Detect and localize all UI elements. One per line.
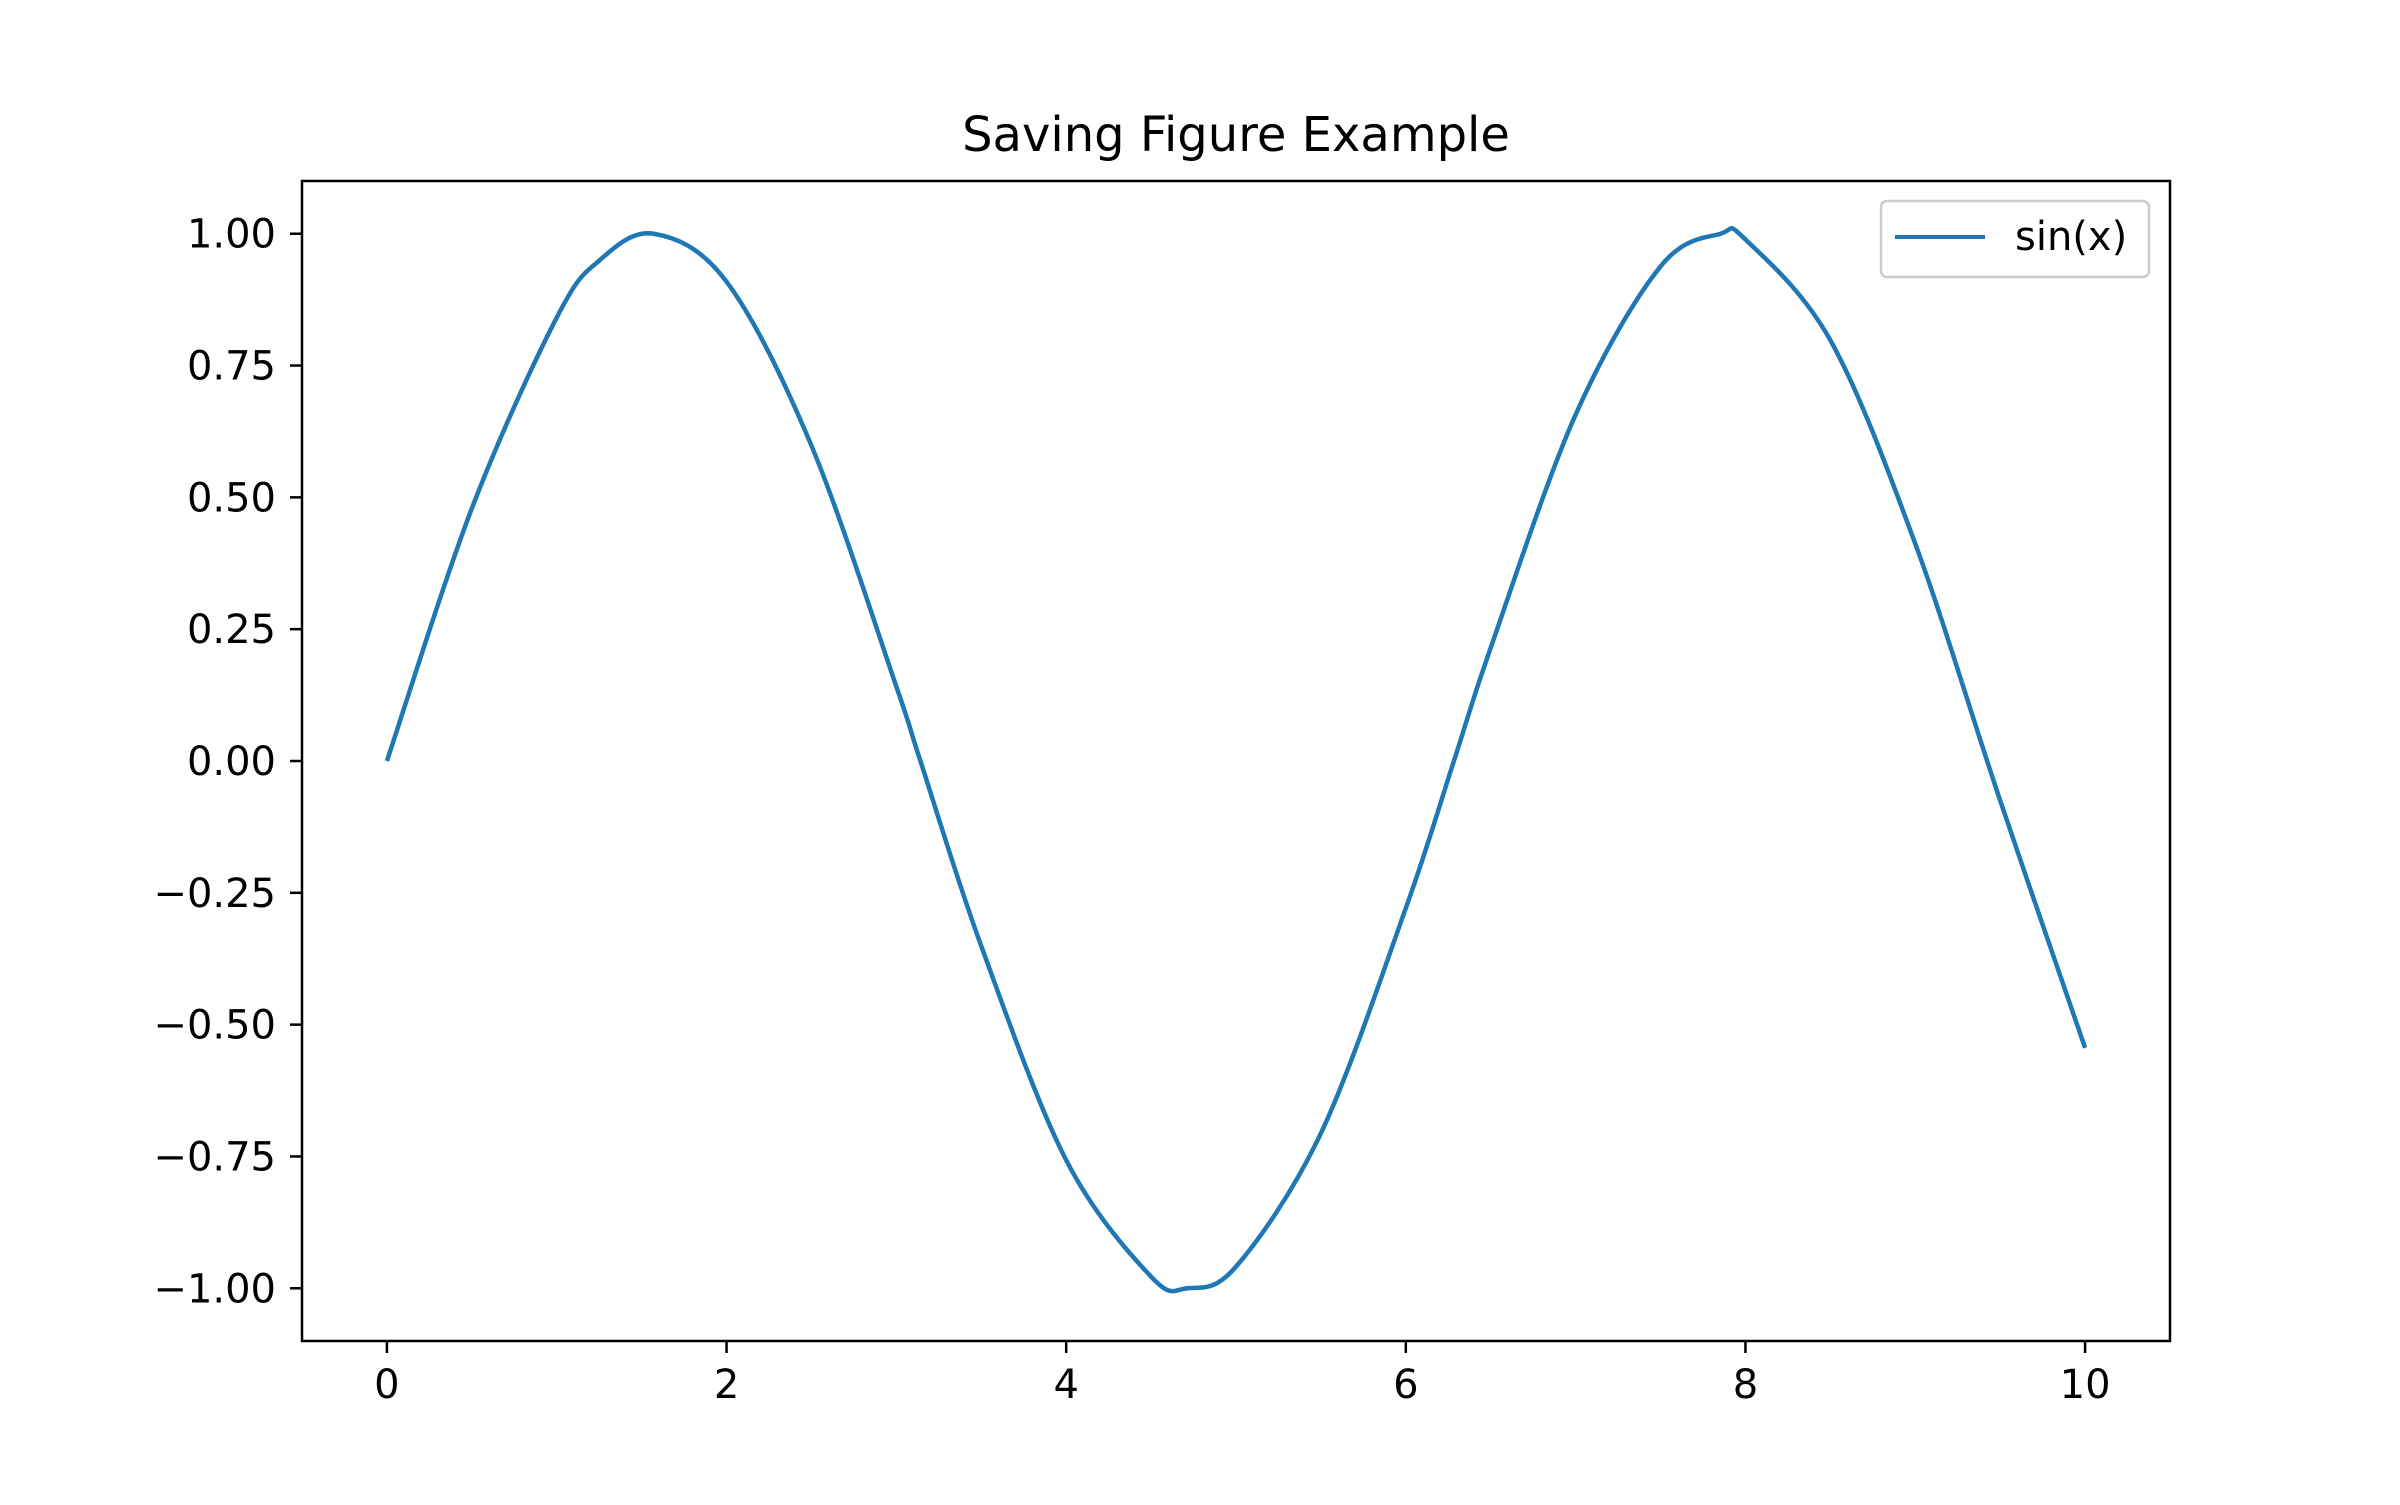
- y-tick-label: −0.50: [153, 1003, 276, 1049]
- data-point: [1913, 542, 1917, 546]
- data-point: [1234, 1265, 1238, 1269]
- y-tick-label: 1.00: [187, 212, 276, 258]
- data-point: [2083, 1046, 2087, 1050]
- plot-area: [384, 226, 2088, 1294]
- data-point: [597, 259, 601, 263]
- data-point: [652, 232, 656, 236]
- y-tick-label: −0.25: [153, 871, 276, 917]
- data-point: [1828, 338, 1832, 342]
- x-tick-label: 0: [374, 1362, 399, 1408]
- chart-title: Saving Figure Example: [962, 107, 1510, 163]
- data-point: [1319, 1131, 1323, 1135]
- data-point: [1574, 413, 1578, 417]
- legend-box: [1879, 199, 2151, 279]
- data-point: [470, 506, 474, 510]
- y-tick-label: 0.25: [187, 607, 276, 653]
- data-point: [1998, 799, 2002, 803]
- data-point: [979, 944, 983, 948]
- y-tick-label: −0.75: [153, 1134, 276, 1180]
- data-point: [1489, 646, 1493, 650]
- x-axis: 0 2 4 6 8 10: [374, 1341, 2111, 1408]
- y-tick-label: 0.00: [187, 739, 276, 785]
- data-point: [1149, 1275, 1153, 1279]
- data-point: [1185, 1286, 1189, 1290]
- x-tick-label: 2: [714, 1362, 739, 1408]
- series-line-0: [384, 226, 2088, 1294]
- legend: sin(x): [1879, 199, 2151, 279]
- x-tick-label: 8: [1733, 1362, 1758, 1408]
- x-tick-label: 6: [1393, 1362, 1418, 1408]
- y-tick-label: 0.75: [187, 344, 276, 390]
- data-point: [1064, 1158, 1068, 1162]
- data-point: [1452, 759, 1456, 763]
- legend-label: sin(x): [2015, 214, 2127, 260]
- y-axis: 1.00 0.75 0.50 0.25 0.00 −0.25 −0.50 −0.75 −1.00: [153, 212, 302, 1312]
- data-point: [1719, 232, 1723, 236]
- axes-frame: [300, 179, 2172, 1343]
- data-point: [894, 685, 898, 689]
- y-tick-label: 0.50: [187, 475, 276, 521]
- y-tick-label: −1.00: [153, 1266, 276, 1312]
- data-point: [725, 280, 729, 284]
- data-point: [1743, 238, 1747, 242]
- x-tick-label: 4: [1053, 1362, 1078, 1408]
- data-point: [1659, 264, 1663, 268]
- x-tick-label: 10: [2060, 1362, 2111, 1408]
- data-point: [555, 316, 559, 320]
- data-point: [385, 759, 389, 763]
- data-point: [1404, 906, 1408, 910]
- data-point: [809, 444, 813, 448]
- data-point: [918, 759, 922, 763]
